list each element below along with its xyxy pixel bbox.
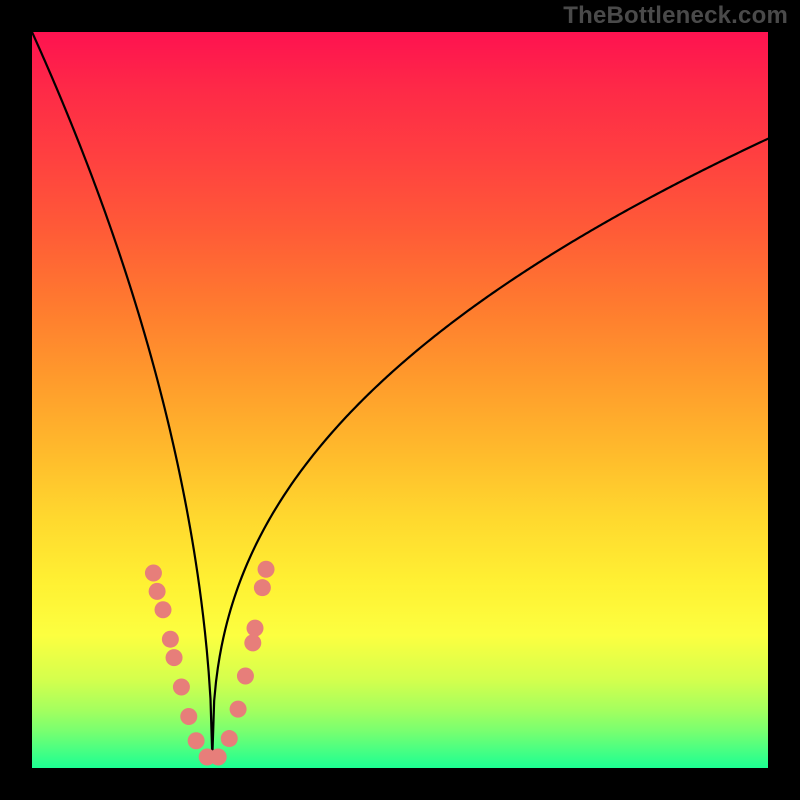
data-marker xyxy=(145,564,162,581)
data-marker xyxy=(166,649,183,666)
data-marker xyxy=(237,668,254,685)
data-marker xyxy=(254,579,271,596)
data-marker xyxy=(221,730,238,747)
chart-container: TheBottleneck.com xyxy=(0,0,800,800)
data-marker xyxy=(247,620,264,637)
data-marker xyxy=(258,561,275,578)
data-marker xyxy=(180,708,197,725)
data-marker xyxy=(210,748,227,765)
data-marker xyxy=(155,601,172,618)
data-marker xyxy=(244,634,261,651)
plot-background xyxy=(32,32,768,768)
bottleneck-chart xyxy=(0,0,800,800)
data-marker xyxy=(149,583,166,600)
data-marker xyxy=(188,732,205,749)
data-marker xyxy=(230,701,247,718)
data-marker xyxy=(162,631,179,648)
data-marker xyxy=(173,679,190,696)
